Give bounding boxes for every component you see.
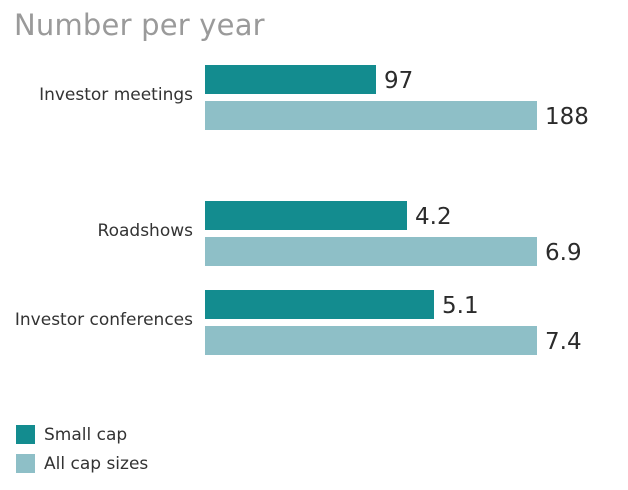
chart-title: Number per year — [14, 8, 265, 42]
value-label-investor-conferences-small-cap: 5.1 — [442, 293, 479, 319]
value-label-roadshows-small-cap: 4.2 — [415, 204, 452, 230]
bar-investor-conferences-all-cap-sizes — [205, 326, 537, 355]
legend-label-small-cap: Small cap — [44, 424, 128, 445]
value-label-investor-meetings-all-cap-sizes: 188 — [545, 104, 589, 130]
bar-chart: Investor meetings 97 188 Roadshows 4.2 6.9 Inv… — [15, 65, 589, 355]
bar-investor-meetings-all-cap-sizes — [205, 101, 537, 130]
legend-item-all-cap-sizes: All cap sizes — [16, 449, 148, 478]
value-label-roadshows-all-cap-sizes: 6.9 — [545, 240, 582, 266]
value-label-investor-conferences-all-cap-sizes: 7.4 — [545, 329, 582, 355]
legend-swatch-all-cap-sizes — [16, 454, 35, 473]
category-label-roadshows: Roadshows — [98, 221, 194, 241]
bar-investor-conferences-small-cap — [205, 290, 434, 319]
legend-swatch-small-cap — [16, 425, 35, 444]
category-label-investor-conferences: Investor conferences — [15, 310, 193, 330]
legend: Small cap All cap sizes — [16, 420, 148, 478]
legend-item-small-cap: Small cap — [16, 420, 148, 449]
bar-roadshows-all-cap-sizes — [205, 237, 537, 266]
category-label-investor-meetings: Investor meetings — [39, 85, 193, 105]
bar-investor-meetings-small-cap — [205, 65, 376, 94]
bar-roadshows-small-cap — [205, 201, 407, 230]
legend-label-all-cap-sizes: All cap sizes — [44, 453, 149, 474]
value-label-investor-meetings-small-cap: 97 — [384, 68, 413, 94]
